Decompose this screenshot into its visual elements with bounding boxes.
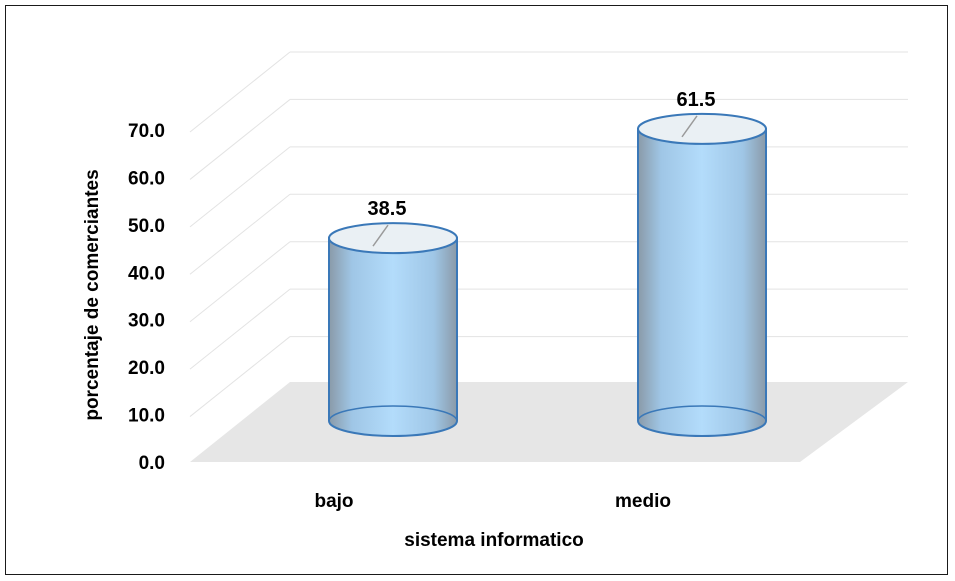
x-category-label: medio	[615, 491, 671, 512]
bars: 38.5 61.5	[328, 89, 767, 437]
bar-medio: 61.5	[637, 89, 767, 437]
cylinder-cap	[637, 112, 767, 145]
gridline-side	[189, 99, 291, 180]
gridline-side	[189, 288, 291, 370]
bar-bajo: 38.5	[328, 198, 458, 437]
cylinder-cap	[328, 222, 458, 255]
gridline-side	[189, 336, 291, 417]
y-tick-label: 60.0	[128, 168, 165, 189]
data-label: 38.5	[368, 198, 407, 220]
cylinder-body	[637, 127, 767, 437]
y-tick-label: 20.0	[128, 358, 165, 379]
data-label-leader	[681, 115, 698, 138]
cylinder-base-back	[328, 405, 458, 422]
data-label-leader	[372, 224, 389, 247]
gridline-side	[189, 51, 291, 133]
y-tick-label: 30.0	[128, 311, 165, 332]
x-axis-categories: bajo medio	[314, 491, 671, 512]
gridline-side	[189, 146, 291, 228]
y-tick-label: 10.0	[128, 406, 165, 427]
y-axis-ticks: 0.0 10.0 20.0 30.0 40.0 50.0 60.0 70.0	[128, 121, 165, 474]
gridline-side	[189, 193, 291, 275]
x-axis-title: sistema informatico	[404, 530, 584, 551]
y-axis-title: porcentaje de comerciantes	[82, 169, 103, 420]
cylinder-body	[328, 237, 458, 437]
cylinder-base-back	[637, 405, 767, 422]
y-tick-label: 70.0	[128, 121, 165, 142]
gridline-side	[189, 241, 291, 323]
y-tick-label: 50.0	[128, 216, 165, 237]
x-category-label: bajo	[314, 491, 353, 512]
y-tick-label: 0.0	[139, 453, 165, 474]
gridlines	[189, 51, 908, 417]
chart-floor	[190, 382, 908, 462]
y-tick-label: 40.0	[128, 263, 165, 284]
data-label: 61.5	[677, 89, 716, 111]
chart-frame	[5, 5, 948, 575]
